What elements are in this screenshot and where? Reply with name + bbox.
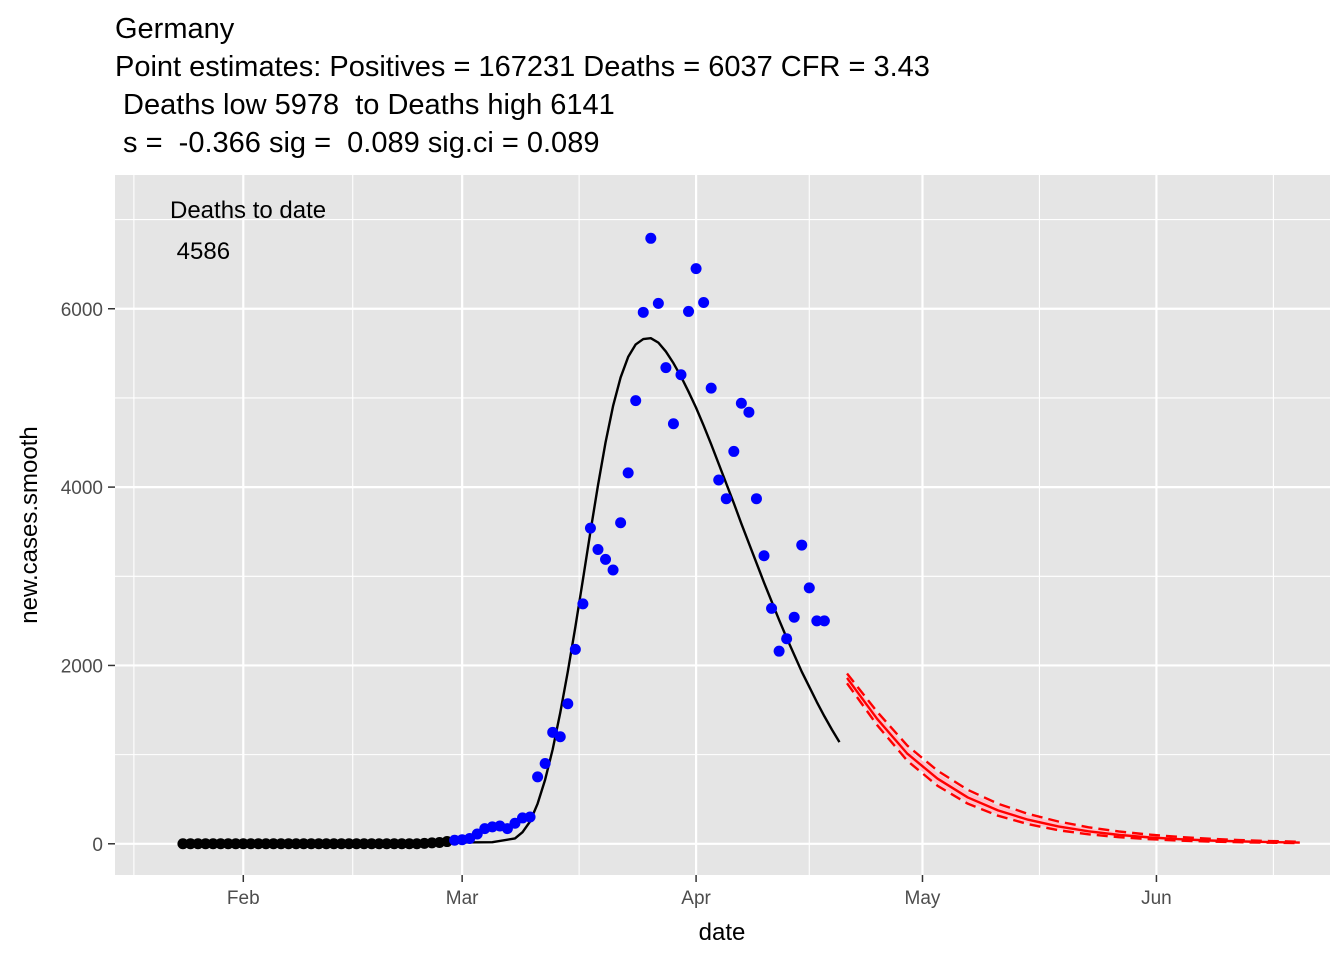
x-tick-label-0: Feb (227, 888, 260, 909)
point-observed_points-38 (735, 397, 747, 409)
point-observed_points-28 (660, 362, 672, 374)
point-early_points-13 (275, 838, 287, 850)
y-tick-label-1: 2000 (61, 656, 103, 677)
point-early_points-20 (328, 838, 340, 850)
point-observed_points-43 (773, 645, 785, 657)
point-observed_points-16 (569, 643, 581, 655)
dashed-line-projection-5 (846, 682, 1300, 845)
x-axis: Feb Mar Apr May Jun (227, 875, 1172, 909)
title-line-point-estimates: Point estimates: Positives = 167231 Deat… (115, 51, 930, 83)
point-observed_points-14 (554, 731, 566, 743)
point-observed_points-44 (781, 633, 793, 645)
x-axis-title: date (699, 919, 746, 946)
point-observed_points-40 (750, 493, 762, 505)
point-early_points-19 (320, 838, 332, 850)
point-early_points-1 (184, 838, 196, 850)
point-observed_points-39 (743, 406, 755, 418)
point-early_points-4 (207, 838, 219, 850)
point-early_points-10 (252, 838, 264, 850)
point-observed_points-46 (796, 539, 808, 551)
point-early_points-24 (358, 838, 370, 850)
point-early_points-12 (267, 838, 279, 850)
point-observed_points-26 (645, 232, 657, 244)
point-observed_points-37 (728, 445, 740, 457)
y-tick-label-2: 4000 (61, 478, 103, 499)
point-observed_points-21 (607, 564, 619, 576)
point-observed_points-24 (630, 395, 642, 407)
point-observed_points-20 (600, 553, 612, 565)
title-line-country: Germany (115, 13, 235, 45)
point-early_points-28 (388, 838, 400, 850)
major-gridlines (115, 175, 1330, 875)
point-observed_points-41 (758, 550, 770, 562)
point-observed_points-25 (637, 306, 649, 318)
point-early_points-23 (350, 838, 362, 850)
point-observed_points-49 (818, 615, 830, 627)
point-early_points-27 (381, 838, 393, 850)
point-observed_points-27 (652, 297, 664, 309)
point-early_points-21 (335, 838, 347, 850)
point-early_points-14 (283, 838, 295, 850)
point-early_points-6 (222, 838, 234, 850)
point-observed_points-30 (675, 369, 687, 381)
x-tick-label-2: Apr (681, 888, 711, 909)
point-observed_points-42 (766, 602, 778, 614)
point-early_points-5 (215, 838, 227, 850)
point-observed_points-19 (592, 544, 604, 556)
point-layer (177, 232, 830, 850)
point-observed_points-36 (720, 493, 732, 505)
point-observed_points-31 (683, 305, 695, 317)
point-observed_points-17 (577, 598, 589, 610)
point-early_points-30 (403, 838, 415, 850)
x-tick-label-4: Jun (1141, 888, 1172, 909)
point-early_points-25 (366, 838, 378, 850)
point-observed_points-33 (698, 297, 710, 309)
x-tick-label-3: May (905, 888, 941, 909)
point-early_points-17 (305, 838, 317, 850)
point-observed_points-35 (713, 474, 725, 486)
annotation-label: Deaths to date (170, 197, 326, 224)
point-early_points-2 (192, 838, 204, 850)
point-observed_points-11 (532, 771, 544, 783)
minor-gridlines (115, 175, 1330, 875)
point-observed_points-15 (562, 698, 574, 710)
point-early_points-26 (373, 838, 385, 850)
point-early_points-0 (177, 838, 189, 850)
annotation-value: 4586 (170, 238, 230, 265)
point-observed_points-45 (788, 611, 800, 623)
point-observed_points-29 (667, 418, 679, 430)
x-tick-label-1: Mar (446, 888, 479, 909)
point-observed_points-47 (803, 582, 815, 594)
chart-title: Germany Point estimates: Positives = 167… (115, 13, 930, 159)
y-axis-title: new.cases.smooth (16, 426, 43, 623)
point-early_points-11 (260, 838, 272, 850)
point-observed_points-18 (584, 522, 596, 534)
point-observed_points-23 (622, 467, 634, 479)
point-early_points-22 (343, 838, 355, 850)
point-observed_points-48 (811, 615, 823, 627)
title-line-deaths-range: Deaths low 5978 to Deaths high 6141 (115, 89, 615, 121)
title-line-parameters: s = -0.366 sig = 0.089 sig.ci = 0.089 (115, 127, 599, 159)
point-early_points-18 (313, 838, 325, 850)
plot-panel (115, 175, 1330, 875)
point-early_points-15 (290, 838, 302, 850)
point-early_points-29 (396, 838, 408, 850)
point-early_points-8 (237, 838, 249, 850)
y-axis: 0 2000 4000 6000 (61, 300, 115, 856)
point-observed_points-10 (524, 811, 536, 823)
point-observed_points-12 (539, 758, 551, 770)
point-early_points-16 (298, 838, 310, 850)
point-observed_points-22 (615, 517, 627, 529)
dashed-line-projection-6 (846, 672, 1300, 843)
y-tick-label-0: 0 (92, 835, 103, 856)
deaths-to-date-annotation: Deaths to date 4586 (170, 197, 326, 265)
point-early_points-7 (230, 838, 242, 850)
point-observed_points-32 (690, 263, 702, 275)
y-tick-label-3: 6000 (61, 300, 103, 321)
point-early_points-3 (200, 838, 212, 850)
point-observed_points-34 (705, 382, 717, 394)
point-early_points-9 (245, 838, 257, 850)
